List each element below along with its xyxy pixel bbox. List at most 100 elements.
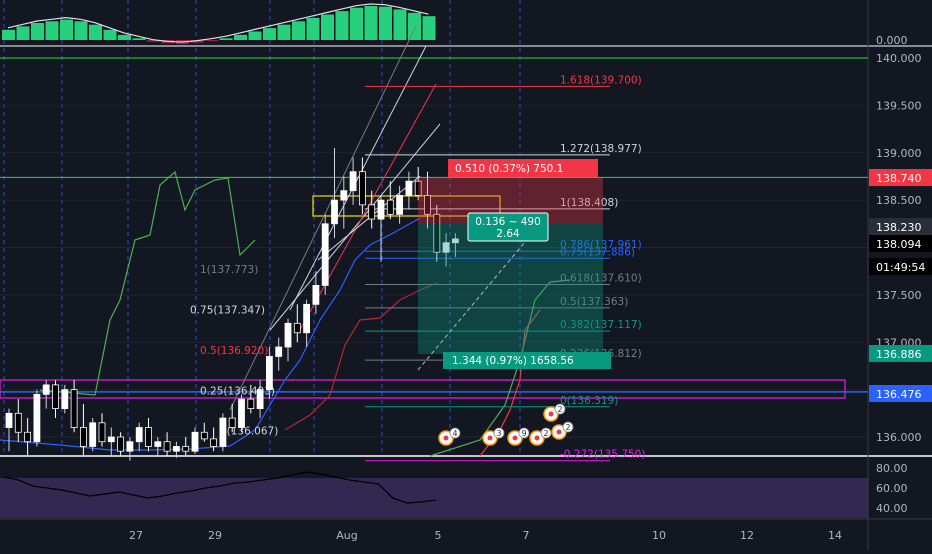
fib-level-label: 0.75(137.347)	[190, 304, 265, 316]
candle-body[interactable]	[163, 441, 171, 452]
yellow-zone-box[interactable]	[312, 195, 501, 217]
candle-body[interactable]	[247, 398, 255, 409]
fib-level-label: 0.75(137.886)	[560, 246, 635, 258]
candle-body[interactable]	[52, 384, 59, 409]
candle-body[interactable]	[442, 242, 450, 253]
candle-body[interactable]	[368, 204, 376, 220]
event-count: 2	[557, 405, 562, 414]
price-badge	[869, 385, 932, 402]
candle-body[interactable]	[61, 389, 69, 409]
target-label: 1.344 (0.97%) 1658.56	[452, 355, 574, 367]
histogram-bar	[31, 23, 44, 40]
rsi-axis-label: 60.00	[876, 482, 908, 495]
candle-body[interactable]	[107, 436, 115, 443]
histogram-bar	[292, 21, 305, 40]
candle-body[interactable]	[265, 356, 273, 391]
candle-body[interactable]	[293, 322, 301, 334]
candle-body[interactable]	[414, 180, 422, 196]
trend-channel-line[interactable]	[299, 83, 437, 331]
price-badge-label: 138.740	[876, 172, 922, 185]
trend-channel-line[interactable]	[229, 25, 417, 411]
event-count-badge	[554, 403, 566, 415]
candle-body[interactable]	[377, 199, 385, 220]
price-badge	[869, 169, 932, 186]
histogram-bar	[147, 40, 160, 42]
candle-body[interactable]	[200, 431, 208, 440]
event-count: 2	[543, 429, 548, 438]
candle-body[interactable]	[451, 238, 459, 244]
histogram-bar	[74, 21, 88, 40]
candle-body[interactable]	[172, 446, 180, 452]
time-axis-label: 10	[652, 529, 666, 542]
candle-body[interactable]	[284, 322, 292, 348]
histogram-bar	[350, 7, 363, 40]
histogram-signal-line	[7, 3, 429, 43]
candle-body[interactable]	[191, 431, 199, 452]
position-projection	[417, 223, 541, 371]
zone-box[interactable]	[0, 379, 846, 399]
candle-body[interactable]	[117, 436, 124, 452]
candle-body[interactable]	[228, 417, 236, 428]
rsi-axis-label: 80.00	[876, 462, 908, 475]
candle-body[interactable]	[349, 171, 357, 192]
candle-body[interactable]	[33, 393, 41, 443]
event-count-badge	[493, 427, 505, 439]
candle-body[interactable]	[424, 194, 431, 215]
time-axis-label: 7	[523, 529, 530, 542]
trend-channel-line[interactable]	[269, 123, 441, 331]
candle-body[interactable]	[126, 441, 134, 452]
price-badge	[869, 235, 932, 252]
candle-body[interactable]	[182, 446, 190, 452]
candle-body[interactable]	[331, 199, 338, 225]
candle-body[interactable]	[5, 412, 13, 428]
histogram-bar	[103, 29, 117, 40]
candle-body[interactable]	[303, 303, 311, 334]
price-axis-label: 138.500	[876, 194, 922, 207]
candle-body[interactable]	[154, 441, 162, 447]
candle-body[interactable]	[135, 427, 143, 443]
histogram-bar	[277, 24, 291, 40]
trend-channel-line[interactable]	[289, 45, 427, 311]
target-zone[interactable]	[418, 224, 603, 354]
candle-body[interactable]	[312, 284, 320, 305]
candle-body[interactable]	[42, 384, 50, 395]
rsi-axis-label: 40.00	[876, 502, 908, 515]
histogram-bar	[321, 14, 334, 40]
candle-body[interactable]	[89, 422, 97, 447]
candle-body[interactable]	[396, 194, 404, 215]
price-badge-label: 136.476	[876, 388, 922, 401]
candle-body[interactable]	[433, 213, 441, 253]
fib-level-label: 1(138.408)	[560, 197, 618, 209]
price-badge	[869, 258, 932, 275]
candle-body[interactable]	[219, 417, 227, 447]
candle-body[interactable]	[98, 422, 106, 443]
rsi-band	[0, 478, 868, 518]
indicator-line-red	[284, 282, 438, 431]
stop-label-box	[448, 159, 598, 177]
candle-body[interactable]	[238, 398, 245, 428]
candle-body[interactable]	[405, 180, 413, 196]
candle-body[interactable]	[14, 412, 22, 433]
candle-body[interactable]	[321, 223, 329, 286]
candle-body[interactable]	[70, 389, 78, 428]
candle-body[interactable]	[275, 346, 283, 357]
price-axis-label: 140.000	[876, 52, 922, 65]
indicator-line-green	[39, 170, 256, 396]
event-count: 4	[452, 429, 457, 438]
histogram-bar	[2, 29, 15, 40]
candle-body[interactable]	[80, 427, 87, 447]
candle-body[interactable]	[340, 190, 348, 201]
candle-body[interactable]	[24, 431, 32, 443]
fib-level-label: 1.618(139.700)	[560, 74, 642, 86]
event-marker-dot	[512, 435, 518, 441]
fib-level-label: 0.25(136.493)	[200, 385, 275, 397]
candle-body[interactable]	[256, 389, 264, 409]
candle-body[interactable]	[145, 427, 152, 447]
candle-body[interactable]	[386, 199, 394, 215]
time-axis-label: 27	[129, 529, 143, 542]
ratio-label-1: 0.136 ~ 490	[475, 216, 541, 228]
candle-body[interactable]	[210, 438, 218, 447]
candle-body[interactable]	[358, 171, 366, 206]
